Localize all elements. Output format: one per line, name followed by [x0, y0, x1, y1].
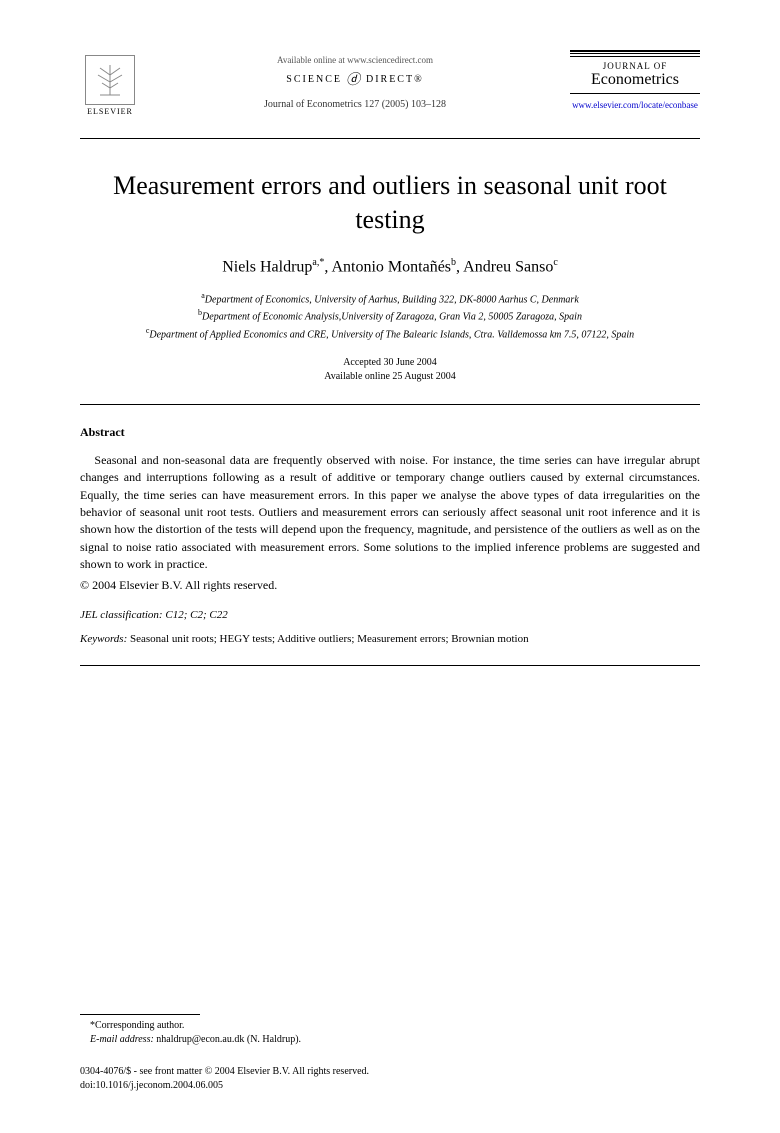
keywords-line: Keywords: Seasonal unit roots; HEGY test… [80, 633, 700, 645]
affil-b: Department of Economic Analysis,Universi… [202, 312, 582, 323]
center-header: Available online at www.sciencedirect.co… [140, 50, 570, 110]
article-title: Measurement errors and outliers in seaso… [80, 169, 700, 237]
author-1: Niels Haldrup [222, 258, 312, 275]
sd-left: SCIENCE [286, 74, 342, 85]
abstract-body: Seasonal and non-seasonal data are frequ… [80, 452, 700, 574]
accepted-date: Accepted 30 June 2004 [80, 356, 700, 370]
journal-url[interactable]: www.elsevier.com/locate/econbase [570, 100, 700, 110]
affil-c: Department of Applied Economics and CRE,… [149, 329, 634, 340]
email-label: E-mail address: [90, 1034, 154, 1045]
footnote-rule [80, 1014, 200, 1015]
keywords-text: Seasonal unit roots; HEGY tests; Additiv… [130, 633, 529, 645]
footer: *Corresponding author. E-mail address: n… [80, 1014, 700, 1093]
journal-reference: Journal of Econometrics 127 (2005) 103–1… [140, 99, 570, 110]
affil-a: Department of Economics, University of A… [205, 294, 579, 305]
jel-classification: JEL classification: C12; C2; C22 [80, 609, 700, 621]
author-2-affil: b [451, 257, 456, 268]
jel-codes: C12; C2; C22 [165, 609, 227, 621]
journal-name-large: Econometrics [570, 71, 700, 89]
author-2: Antonio Montañés [331, 258, 451, 275]
science-direct-logo: SCIENCE ⓓ DIRECT® [140, 69, 570, 89]
abstract-copyright: © 2004 Elsevier B.V. All rights reserved… [80, 578, 700, 593]
footnote-block: *Corresponding author. E-mail address: n… [80, 1019, 700, 1047]
sd-right: DIRECT® [366, 74, 424, 85]
elsevier-text: ELSEVIER [87, 107, 133, 116]
rule-above-abstract [80, 404, 700, 405]
jel-label: JEL classification: [80, 609, 163, 621]
email-address: nhaldrup@econ.au.dk (N. Haldrup). [156, 1034, 301, 1045]
doi-line: doi:10.1016/j.jeconom.2004.06.005 [80, 1079, 700, 1093]
affiliations: aDepartment of Economics, University of … [80, 290, 700, 342]
header-row: ELSEVIER Available online at www.science… [80, 50, 700, 120]
corresponding-author: *Corresponding author. [80, 1019, 700, 1033]
abstract-heading: Abstract [80, 425, 700, 440]
front-matter-line: 0304-4076/$ - see front matter © 2004 El… [80, 1065, 700, 1079]
elsevier-tree-icon [85, 55, 135, 105]
authors-line: Niels Haldrupa,*, Antonio Montañésb, And… [80, 257, 700, 276]
bottom-info: 0304-4076/$ - see front matter © 2004 El… [80, 1065, 700, 1093]
keywords-label: Keywords: [80, 633, 127, 645]
author-1-affil: a,* [312, 257, 324, 268]
journal-title-box: JOURNAL OF Econometrics www.elsevier.com… [570, 50, 700, 110]
elsevier-logo: ELSEVIER [80, 50, 140, 120]
online-date: Available online 25 August 2004 [80, 370, 700, 384]
publication-dates: Accepted 30 June 2004 Available online 2… [80, 356, 700, 384]
rule-below-keywords [80, 665, 700, 666]
author-3: Andreu Sanso [463, 258, 553, 275]
journal-name-small: JOURNAL OF [570, 61, 700, 71]
author-3-affil: c [553, 257, 557, 268]
top-rule [80, 138, 700, 139]
available-online-text: Available online at www.sciencedirect.co… [140, 55, 570, 65]
sd-icon: ⓓ [346, 69, 362, 89]
